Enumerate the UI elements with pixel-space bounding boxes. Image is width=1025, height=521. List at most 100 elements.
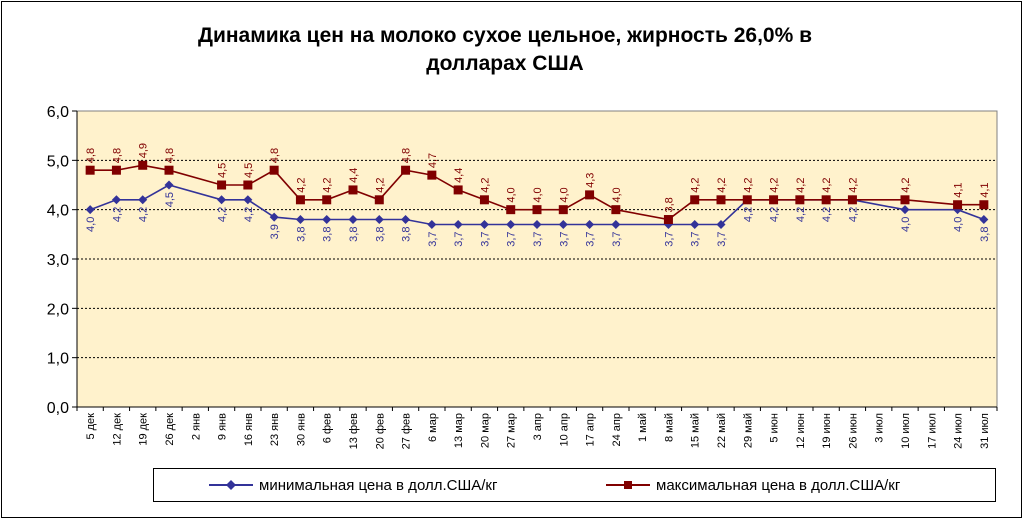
max-price-point bbox=[217, 180, 227, 190]
min-price-point bbox=[269, 212, 279, 222]
max-price-point bbox=[85, 165, 95, 175]
x-tick-label: 17 апр bbox=[585, 413, 597, 446]
max-price-label: 4,5 bbox=[243, 163, 255, 178]
max-price-point bbox=[322, 195, 332, 205]
min-price-label: 4,0 bbox=[900, 217, 912, 232]
min-price-label: 3,7 bbox=[690, 231, 702, 246]
max-price-point bbox=[795, 195, 805, 205]
min-price-point bbox=[322, 215, 332, 225]
x-tick-label: 16 янв bbox=[243, 413, 255, 446]
max-price-label: 4,2 bbox=[322, 178, 334, 193]
legend-item-max: максимальная цена в долл.США/кг bbox=[606, 469, 900, 501]
max-price-label: 4,2 bbox=[900, 178, 912, 193]
min-price-label: 4,0 bbox=[85, 217, 97, 232]
min-price-point bbox=[111, 195, 121, 205]
y-tick-label: 2,0 bbox=[47, 301, 69, 318]
min-price-label: 3,7 bbox=[532, 231, 544, 246]
max-price-label: 4,3 bbox=[585, 173, 597, 188]
chart-title: Динамика цен на молоко сухое цельное, жи… bbox=[0, 22, 1010, 78]
min-price-label: 3,7 bbox=[479, 231, 491, 246]
x-tick-label: 12 июн bbox=[795, 413, 807, 449]
max-price-label: 4,8 bbox=[111, 148, 123, 163]
max-price-point bbox=[900, 195, 910, 205]
x-tick-label: 19 дек bbox=[138, 413, 150, 446]
max-price-label: 4,8 bbox=[269, 148, 281, 163]
max-price-label: 4,0 bbox=[532, 187, 544, 202]
legend-max-label: максимальная цена в долл.США/кг bbox=[656, 476, 901, 494]
max-price-label: 3,8 bbox=[663, 197, 675, 212]
max-price-label: 4,1 bbox=[979, 182, 991, 197]
max-price-label: 4,0 bbox=[558, 187, 570, 202]
min-price-label: 3,8 bbox=[295, 227, 307, 242]
max-price-point bbox=[138, 160, 148, 170]
x-tick-label: 9 янв bbox=[217, 413, 229, 440]
min-price-point bbox=[479, 219, 489, 229]
min-price-point bbox=[85, 205, 95, 215]
min-price-label: 4,2 bbox=[821, 207, 833, 222]
max-price-point bbox=[374, 195, 384, 205]
min-price-label: 4,2 bbox=[769, 207, 781, 222]
y-tick-label: 5,0 bbox=[47, 153, 69, 170]
min-price-point bbox=[374, 215, 384, 225]
max-price-point bbox=[716, 195, 726, 205]
max-price-label: 4,2 bbox=[295, 178, 307, 193]
max-price-label: 4,0 bbox=[506, 187, 518, 202]
max-price-label: 4,2 bbox=[847, 178, 859, 193]
max-price-label: 4,2 bbox=[374, 178, 386, 193]
min-price-label: 4,2 bbox=[243, 207, 255, 222]
max-price-label: 4,5 bbox=[217, 163, 229, 178]
min-price-point bbox=[979, 215, 989, 225]
x-tick-label: 27 мар bbox=[506, 413, 518, 448]
min-price-point bbox=[585, 219, 595, 229]
max-price-label: 4,1 bbox=[953, 182, 965, 197]
min-price-point bbox=[532, 219, 542, 229]
x-tick-label: 8 май bbox=[663, 413, 675, 442]
chart-title-line-1: Динамика цен на молоко сухое цельное, жи… bbox=[197, 24, 813, 47]
min-price-label: 4,2 bbox=[111, 207, 123, 222]
max-price-point bbox=[558, 205, 568, 215]
max-price-label: 4,2 bbox=[821, 178, 833, 193]
max-price-point bbox=[690, 195, 700, 205]
max-price-point bbox=[401, 165, 411, 175]
x-tick-label: 3 июл bbox=[874, 413, 886, 443]
max-price-point bbox=[769, 195, 779, 205]
y-tick-label: 4,0 bbox=[47, 203, 69, 220]
min-price-point bbox=[900, 205, 910, 215]
max-price-point bbox=[585, 190, 595, 200]
max-price-label: 4,8 bbox=[401, 148, 413, 163]
max-price-label: 4,2 bbox=[742, 178, 754, 193]
x-tick-label: 31 июл bbox=[979, 413, 991, 449]
max-price-label: 4,4 bbox=[453, 168, 465, 183]
x-tick-label: 30 янв bbox=[295, 413, 307, 446]
min-price-point bbox=[348, 215, 358, 225]
line-chart: 0,0 1,0 2,0 3,0 4,0 5,0 6,0 5 дек 12 дек 19 дек 26… bbox=[47, 104, 998, 449]
x-tick-label: 20 фев bbox=[374, 413, 386, 449]
min-price-point bbox=[611, 219, 621, 229]
min-price-point bbox=[453, 219, 463, 229]
max-price-point bbox=[243, 180, 253, 190]
min-price-label: 3,7 bbox=[427, 231, 439, 246]
min-price-label: 3,8 bbox=[979, 227, 991, 242]
max-price-point bbox=[479, 195, 489, 205]
x-tick-label: 5 июн bbox=[769, 413, 781, 443]
x-tick-label: 2 янв bbox=[190, 413, 202, 440]
x-tick-label: 26 июн bbox=[847, 413, 859, 449]
x-tick-label: 23 янв bbox=[269, 413, 281, 446]
min-price-label: 3,7 bbox=[585, 231, 597, 246]
max-price-point bbox=[348, 185, 358, 195]
legend-min-label: минимальная цена в долл.США/кг bbox=[259, 476, 498, 494]
x-tick-label: 20 мар bbox=[479, 413, 491, 448]
max-price-point bbox=[111, 165, 121, 175]
legend-min-marker-icon bbox=[209, 480, 253, 490]
max-price-label: 4,8 bbox=[85, 148, 97, 163]
x-tick-label: 15 май bbox=[690, 413, 702, 448]
min-price-label: 3,9 bbox=[269, 224, 281, 239]
max-price-point bbox=[821, 195, 831, 205]
min-price-point bbox=[506, 219, 516, 229]
x-tick-label: 24 апр bbox=[611, 413, 623, 446]
max-price-point bbox=[742, 195, 752, 205]
x-tick-label: 6 фев bbox=[322, 413, 334, 443]
x-tick-label: 10 июл bbox=[900, 413, 912, 449]
min-price-label: 3,8 bbox=[374, 227, 386, 242]
min-price-label: 3,8 bbox=[401, 227, 413, 242]
